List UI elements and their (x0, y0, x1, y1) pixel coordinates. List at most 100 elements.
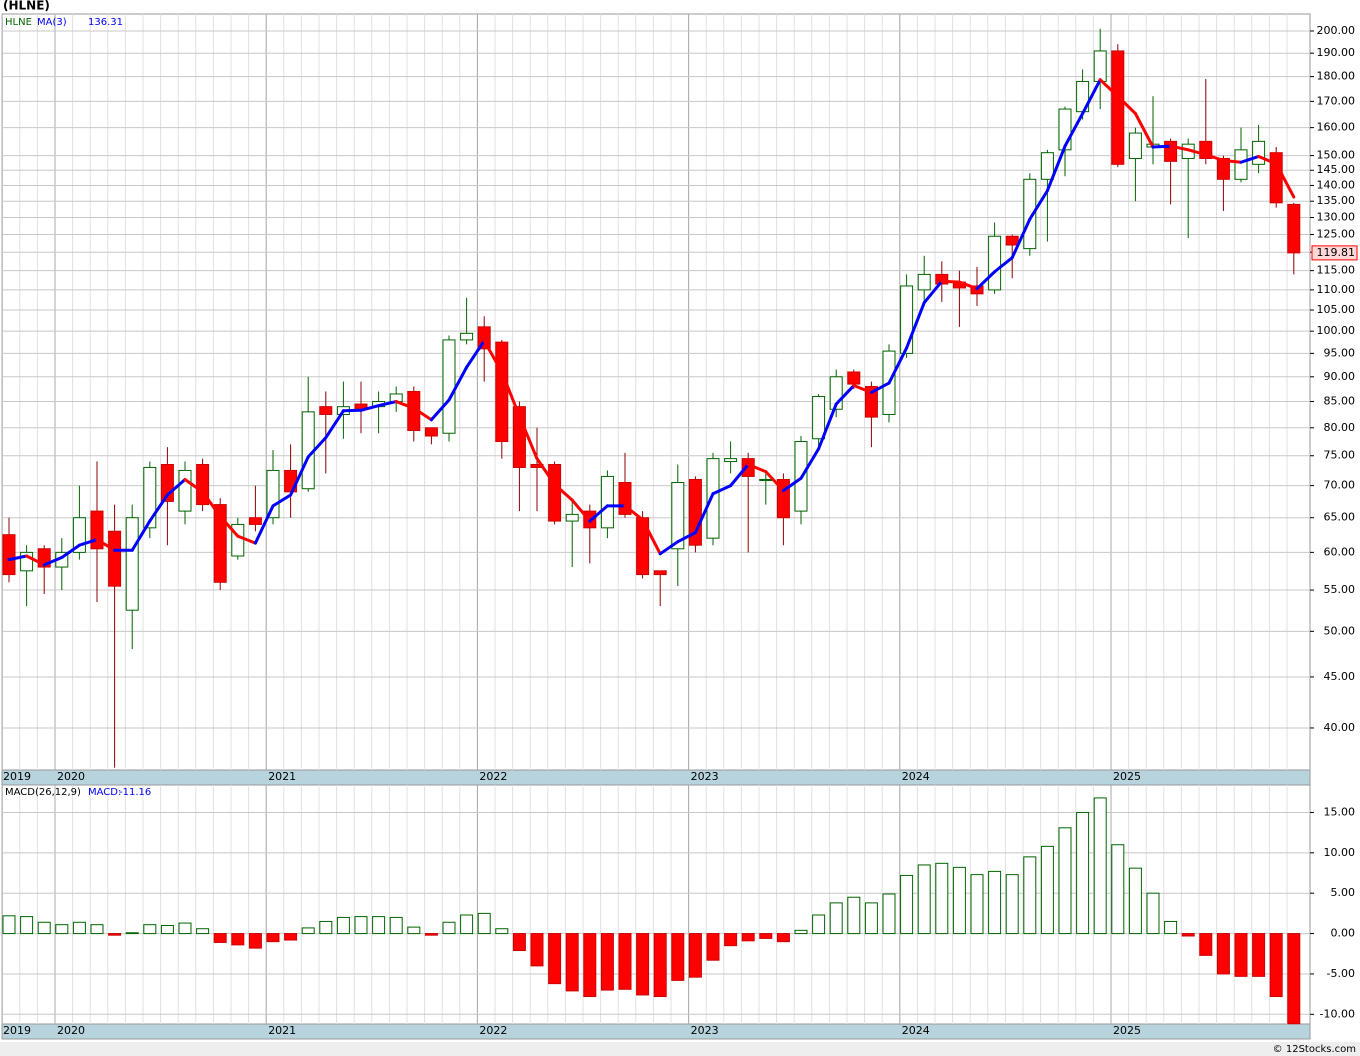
ma-segment (957, 280, 979, 291)
macd-bar (583, 933, 597, 998)
y-tick-label: 110.00 (1317, 283, 1356, 296)
y-tick-label: 135.00 (1317, 194, 1356, 207)
macd-bar (1234, 933, 1248, 977)
candle-body (636, 517, 650, 576)
ma-segment (429, 398, 451, 422)
macd-bar (671, 933, 685, 981)
x-tick-label: 2019 (3, 770, 31, 783)
macd-bar (1023, 856, 1037, 935)
ma-segment (42, 555, 64, 567)
x-tick-label: 2022 (479, 770, 507, 783)
ma-segment (1239, 154, 1261, 164)
ma-segment (359, 404, 381, 412)
y-tick-label: 75.00 (1324, 449, 1356, 462)
x-tick-label: 2023 (691, 1024, 719, 1037)
candle-body (1234, 149, 1248, 180)
ma-segment (1274, 162, 1296, 199)
x-tick-label: 2020 (57, 770, 85, 783)
ma-segment (869, 381, 891, 394)
macd-bar (724, 933, 738, 947)
candle-body (424, 427, 438, 437)
ma-segment (306, 436, 328, 459)
macd-bar (372, 916, 386, 935)
ma-segment (341, 408, 363, 413)
ma-segment (658, 540, 680, 556)
candle-body (600, 475, 614, 529)
macd-bar (125, 932, 139, 935)
y-tick-label: 70.00 (1324, 479, 1356, 492)
y-tick-label: 55.00 (1324, 583, 1356, 596)
candle-body (988, 235, 1002, 291)
ma-segment (377, 400, 398, 408)
y-tick-label: 150.00 (1317, 149, 1356, 162)
macd-bar (829, 902, 843, 935)
macd-bar (1040, 845, 1054, 935)
macd-bar (354, 916, 368, 935)
symbol-label: HLNE (5, 17, 32, 28)
macd-bar (424, 933, 438, 936)
y-tick-label: 170.00 (1317, 94, 1356, 107)
y-tick-label: 50.00 (1324, 624, 1356, 637)
macd-bar (1216, 933, 1230, 975)
ma-segment (500, 370, 521, 418)
ma-segment (1221, 159, 1243, 164)
ma-segment (218, 514, 240, 538)
y-tick-label: 200.00 (1317, 24, 1356, 37)
ma-segment (641, 518, 662, 556)
ma-segment (1010, 217, 1032, 260)
macd-bar (1093, 797, 1107, 935)
candle-body (1111, 50, 1125, 165)
candle-body (706, 458, 720, 539)
y-tick-label: 190.00 (1317, 46, 1356, 59)
macd-bar (284, 933, 298, 941)
ma-segment (7, 554, 29, 562)
ma-segment (553, 482, 574, 502)
ma-segment (517, 414, 539, 461)
chart-title: (HLNE) (3, 0, 50, 13)
ma-segment (1257, 154, 1278, 166)
macd-bar (1164, 920, 1178, 935)
x-tick-label: 2021 (268, 770, 296, 783)
x-tick-label: 2020 (57, 1024, 85, 1037)
macd-bar (266, 933, 280, 943)
y-tick-label: 105.00 (1317, 303, 1356, 316)
ma-segment (1028, 189, 1049, 221)
macd-bar (988, 870, 1002, 935)
ma-segment (165, 477, 187, 497)
macd-bar (864, 902, 878, 935)
x-tick-label: 2022 (479, 1024, 507, 1037)
macd-bar (1269, 933, 1283, 998)
candle-body (759, 478, 773, 481)
ma-segment (905, 301, 926, 350)
macd-bar (1005, 874, 1019, 935)
ma-segment (1186, 148, 1208, 157)
macd-bar (935, 862, 949, 935)
x-tick-label: 2024 (902, 1024, 930, 1037)
macd-bar (706, 933, 720, 961)
footer (0, 1042, 1360, 1056)
candle-body (266, 469, 280, 519)
ma-segment (852, 384, 873, 394)
candle-body (548, 463, 562, 522)
ma-segment (148, 493, 169, 523)
macd-bar (618, 933, 632, 990)
candle-body (812, 395, 826, 440)
y-tick-label: 180.00 (1317, 70, 1356, 83)
macd-bar (160, 924, 174, 935)
candle-body (864, 386, 878, 418)
macd-bar (37, 921, 51, 935)
macd-bar (213, 933, 227, 943)
candle-body (671, 482, 685, 550)
macd-bar (1146, 892, 1160, 935)
y-tick-label: 60.00 (1324, 545, 1356, 558)
y-tick-label: 5.00 (1331, 886, 1356, 899)
watermark: © 12Stocks.com (1273, 1044, 1356, 1055)
candle-body (1005, 235, 1019, 246)
ma-segment (993, 256, 1014, 274)
candle-body (900, 285, 914, 354)
ma-segment (289, 455, 310, 497)
ma-segment (764, 470, 785, 493)
macd-bar (970, 874, 984, 935)
ma-segment (482, 339, 504, 374)
macd-bar (196, 928, 210, 935)
